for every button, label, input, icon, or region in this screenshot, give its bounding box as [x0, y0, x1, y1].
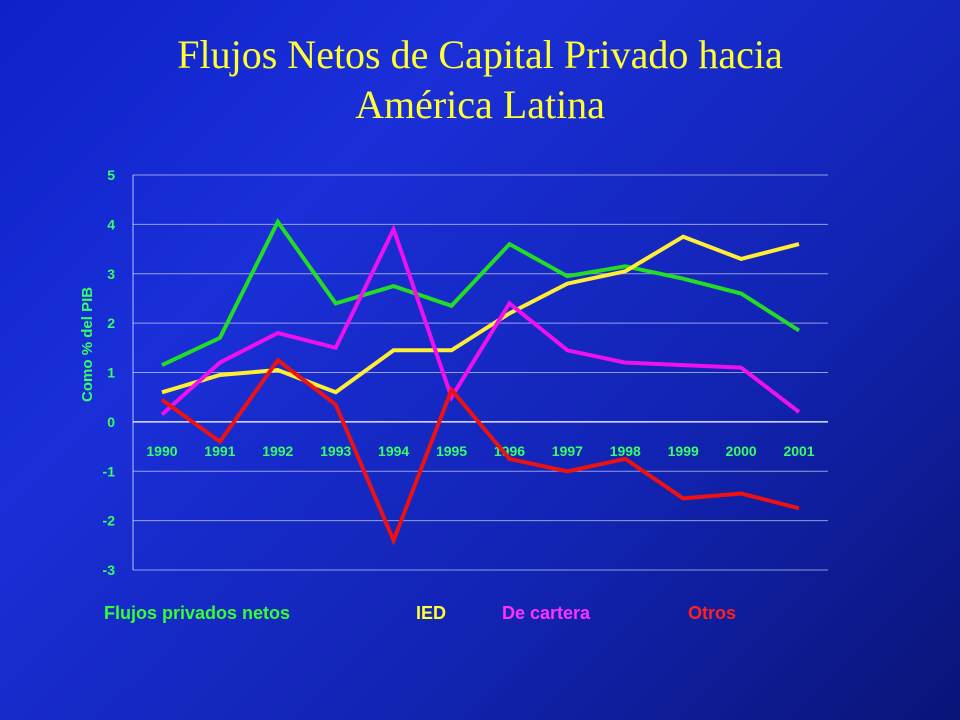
x-tick-label: 2000: [726, 443, 757, 459]
series-line-flujos-privados-netos: [161, 218, 801, 367]
y-tick-label: 1: [107, 365, 115, 381]
x-tick-label: 1992: [262, 443, 293, 459]
x-tick-label: 1997: [552, 443, 583, 459]
legend-item-flujos-privados-netos: Flujos privados netos: [104, 603, 291, 623]
x-tick-label: 1999: [668, 443, 699, 459]
x-tick-label: 1998: [610, 443, 641, 459]
series-line-otros: [160, 357, 800, 546]
y-axis-label: Como % del PIB: [79, 287, 96, 402]
y-tick-label: -2: [103, 513, 116, 529]
legend-item-otros: Otros: [688, 603, 737, 623]
x-tick-label: 2001: [783, 443, 814, 459]
y-tick-label: 0: [107, 414, 115, 430]
y-tick-label: -1: [103, 463, 116, 479]
legend-item-de-cartera: De cartera: [502, 603, 591, 623]
chart-title: Flujos Netos de Capital Privado hacia Am…: [0, 30, 960, 130]
x-tick-label: 1993: [320, 443, 351, 459]
x-tick-label: 1990: [146, 443, 177, 459]
legend-item-ied: IED: [416, 603, 447, 623]
y-tick-label: 4: [107, 216, 115, 232]
y-tick-label: 2: [107, 315, 115, 331]
x-tick-label: 1995: [436, 443, 467, 459]
series-line-de-cartera: [160, 224, 801, 416]
y-tick-label: 3: [107, 266, 115, 282]
chart-title-line-2: América Latina: [355, 82, 605, 127]
y-tick-label: -3: [103, 562, 116, 578]
y-tick-label: 5: [107, 167, 115, 183]
x-tick-label: 1991: [204, 443, 235, 459]
chart-title-line-1: Flujos Netos de Capital Privado hacia: [177, 32, 783, 77]
x-tick-label: 1994: [378, 443, 409, 459]
